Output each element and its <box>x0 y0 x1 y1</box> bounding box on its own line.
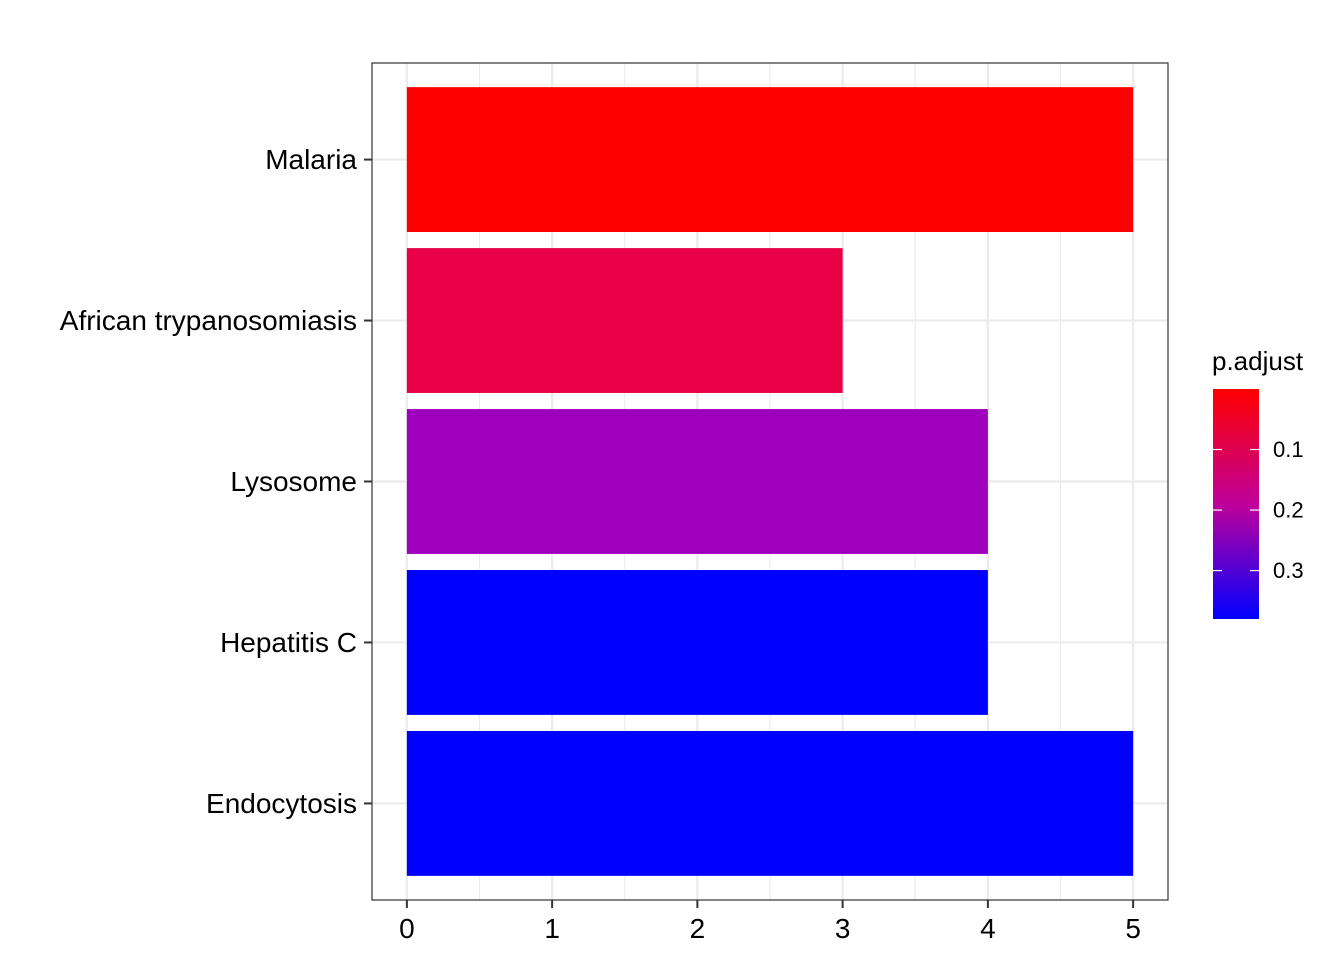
legend-colorbar <box>1213 389 1259 619</box>
bar <box>406 570 988 715</box>
y-tick-label: African trypanosomiasis <box>60 305 357 336</box>
legend-tick-label: 0.1 <box>1273 437 1304 462</box>
y-tick-label: Malaria <box>265 144 357 175</box>
y-tick-label: Hepatitis C <box>220 627 357 658</box>
legend-tick-label: 0.2 <box>1273 498 1304 523</box>
y-tick-label: Lysosome <box>230 466 357 497</box>
legend-tick-label: 0.3 <box>1273 558 1304 583</box>
bar <box>406 248 843 393</box>
x-axis: 0 1 2 3 4 5 <box>399 900 1141 944</box>
x-tick-label: 4 <box>980 913 996 944</box>
legend-ticks: 0.1 0.2 0.3 <box>1213 437 1304 583</box>
x-tick-label: 1 <box>544 913 560 944</box>
y-axis: Malaria African trypanosomiasis Lysosome He… <box>60 144 372 819</box>
x-tick-label: 5 <box>1125 913 1141 944</box>
legend-title: p.adjust <box>1212 346 1304 376</box>
y-tick-label: Endocytosis <box>206 788 357 819</box>
bar <box>406 409 988 554</box>
bars <box>406 87 1134 876</box>
x-tick-label: 2 <box>690 913 706 944</box>
x-tick-label: 3 <box>835 913 851 944</box>
bar <box>406 87 1134 233</box>
x-tick-label: 0 <box>399 913 415 944</box>
legend: p.adjust 0.1 0.2 0.3 <box>1212 346 1304 619</box>
bar <box>406 730 1134 876</box>
